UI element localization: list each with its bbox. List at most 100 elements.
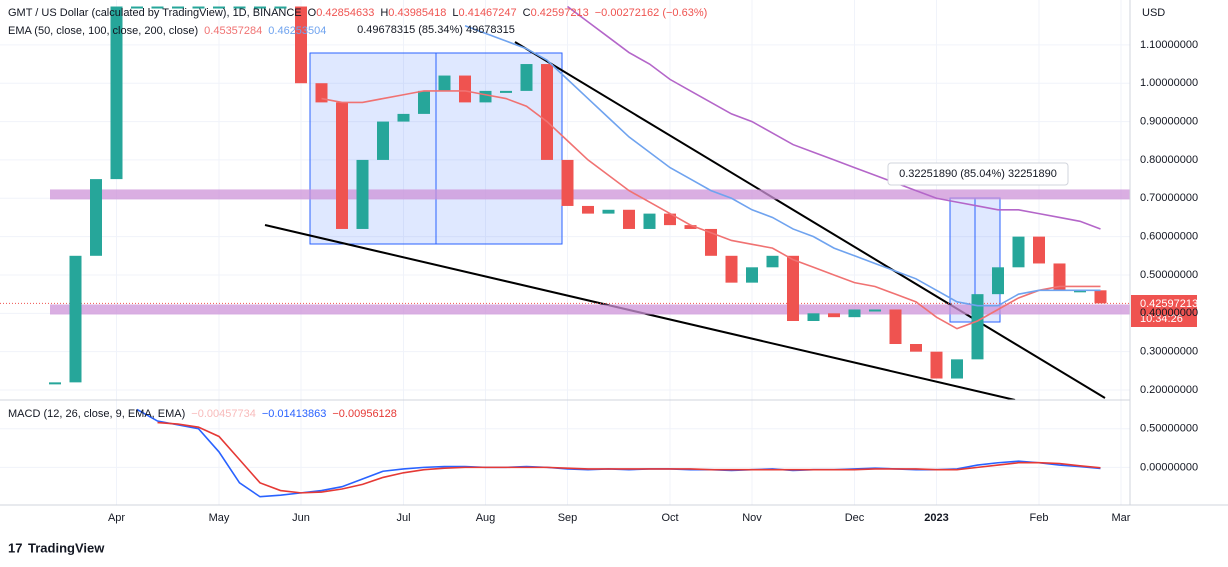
legend-text: H (380, 7, 388, 19)
y-tick-label: 0.90000000 (1140, 115, 1198, 127)
x-tick-label: Jun (292, 512, 310, 524)
candle (69, 255, 82, 383)
candle (1094, 290, 1107, 304)
legend-text: 0.46253504 (268, 25, 326, 37)
candle (992, 267, 1004, 295)
annotation: 0.49678315 (85.34%) 49678315 (357, 24, 515, 36)
x-tick-label: Sep (558, 512, 578, 524)
candle (930, 351, 943, 379)
line (321, 90, 1101, 330)
candle (110, 6, 123, 180)
candle (49, 382, 61, 385)
candle (787, 255, 799, 321)
candle (192, 6, 205, 9)
candle (582, 205, 594, 214)
x-tick-label: Oct (661, 512, 678, 524)
y-tick-label: 0.50000000 (1140, 423, 1198, 435)
price-tag (1131, 295, 1197, 327)
annotation: 0.32251890 (85.04%) 32251890 (899, 168, 1057, 180)
candle (889, 309, 902, 345)
x-tick-label: Aug (476, 512, 496, 524)
candle (684, 225, 697, 229)
legend-text: GMT / US Dollar (calculated by TradingVi… (8, 7, 302, 19)
candle (869, 309, 881, 312)
last-price: 0.42597213 (1140, 298, 1198, 310)
legend-text: −0.00457734 (191, 408, 256, 420)
candle (766, 255, 779, 268)
candle (1012, 236, 1025, 268)
candle (1033, 236, 1045, 264)
candle (971, 294, 984, 360)
candle (254, 6, 266, 9)
candle (295, 6, 307, 84)
line (567, 5, 1101, 230)
x-tick-label: Apr (108, 512, 125, 524)
x-tick-label: Mar (1112, 512, 1131, 524)
y-tick-label: 0.20000000 (1140, 384, 1198, 396)
candle (397, 113, 410, 122)
candle (807, 313, 820, 321)
candle (602, 209, 615, 214)
candle (746, 267, 758, 283)
legend-text: −0.00956128 (332, 408, 397, 420)
brand-logo: 17 (8, 540, 22, 555)
candle (356, 159, 369, 229)
x-tick-label: Nov (742, 512, 762, 524)
x-tick-label: Jul (396, 512, 410, 524)
legend-text: 0.41467247 (459, 7, 517, 19)
legend-text: 0.42854633 (316, 7, 374, 19)
legend-text: 0.43985418 (388, 7, 446, 19)
line (157, 421, 1101, 494)
candle (623, 209, 635, 229)
candle (131, 6, 143, 9)
x-tick-label: 2023 (924, 512, 948, 524)
candle (664, 213, 676, 226)
legend-text: MACD (12, 26, close, 9, EMA, EMA) (8, 408, 185, 420)
zone (50, 189, 1130, 200)
brand: TradingView (28, 540, 105, 555)
candle (90, 179, 102, 256)
y-tick-label: 1.00000000 (1140, 77, 1198, 89)
x-tick-label: May (209, 512, 230, 524)
legend-text: O (308, 7, 317, 19)
candle (848, 309, 861, 318)
annotation-box (887, 162, 1069, 186)
legend-text: −0.00272162 (−0.63%) (595, 7, 708, 19)
y-tick-label: 0.60000000 (1140, 231, 1198, 243)
candle (1074, 290, 1086, 293)
countdown: 10:34:26 (1140, 313, 1183, 325)
candle (377, 121, 389, 160)
candle (274, 6, 287, 9)
candle (500, 90, 512, 93)
y-tick-label: 0.00000000 (1140, 461, 1198, 473)
candle (479, 90, 492, 103)
x-tick-label: Feb (1030, 512, 1049, 524)
legend-text: C (523, 7, 531, 19)
candle (438, 75, 451, 91)
line (464, 24, 1101, 307)
candle (151, 6, 164, 9)
legend-text: 0.42597213 (531, 7, 589, 19)
candle (643, 213, 656, 229)
candle (1053, 263, 1066, 291)
candle (520, 64, 533, 91)
candle (233, 6, 246, 9)
legend-text: EMA (50, close, 100, close, 200, close) (8, 25, 198, 37)
candle (418, 90, 430, 114)
candle (910, 344, 922, 352)
candle (172, 6, 184, 9)
candle (336, 102, 348, 229)
candle (315, 83, 328, 103)
y-tick-label: 0.40000000 (1140, 307, 1198, 319)
y-tick-label: 0.50000000 (1140, 269, 1198, 281)
legend-text: 0.45357284 (204, 25, 262, 37)
candle (459, 75, 471, 103)
candle (541, 64, 553, 160)
y-tick-label: 0.80000000 (1140, 154, 1198, 166)
y-tick-label: 1.10000000 (1140, 39, 1198, 51)
currency: USD (1142, 7, 1165, 19)
candle (951, 359, 963, 379)
legend-text: L (452, 7, 458, 19)
y-tick-label: 0.70000000 (1140, 192, 1198, 204)
